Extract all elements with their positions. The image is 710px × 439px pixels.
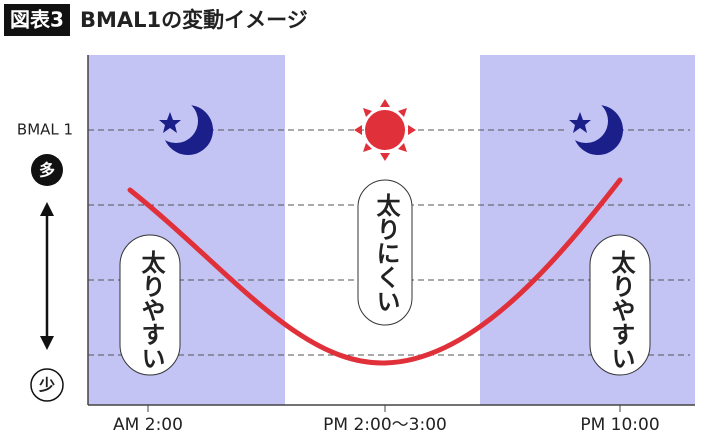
note-pill: [357, 179, 413, 326]
note-pill: [589, 234, 651, 376]
sun: [354, 99, 416, 161]
high-badge: [31, 154, 63, 186]
note: 太りにくい: [372, 193, 400, 313]
title: BMAL1の変動イメージ: [80, 8, 308, 32]
arrow-head: [40, 202, 54, 216]
moon: [564, 99, 623, 155]
low-label: 少: [38, 376, 55, 395]
moon: [154, 99, 213, 155]
badge: 図表3: [10, 8, 64, 32]
note: 太りやすい: [607, 250, 635, 370]
note-pill: [119, 234, 181, 376]
badge-bg: [4, 4, 70, 36]
low-badge: [30, 368, 64, 402]
y-label: BMAL 1: [17, 121, 73, 139]
arrow-head: [40, 336, 54, 350]
x-label: PM 2:00〜3:00: [323, 415, 447, 435]
note: 太りやすい: [137, 250, 165, 370]
curve: [127, 177, 623, 366]
x-label: AM 2:00: [113, 415, 183, 435]
x-label: PM 10:00: [580, 415, 659, 435]
high-label: 多: [39, 161, 55, 180]
